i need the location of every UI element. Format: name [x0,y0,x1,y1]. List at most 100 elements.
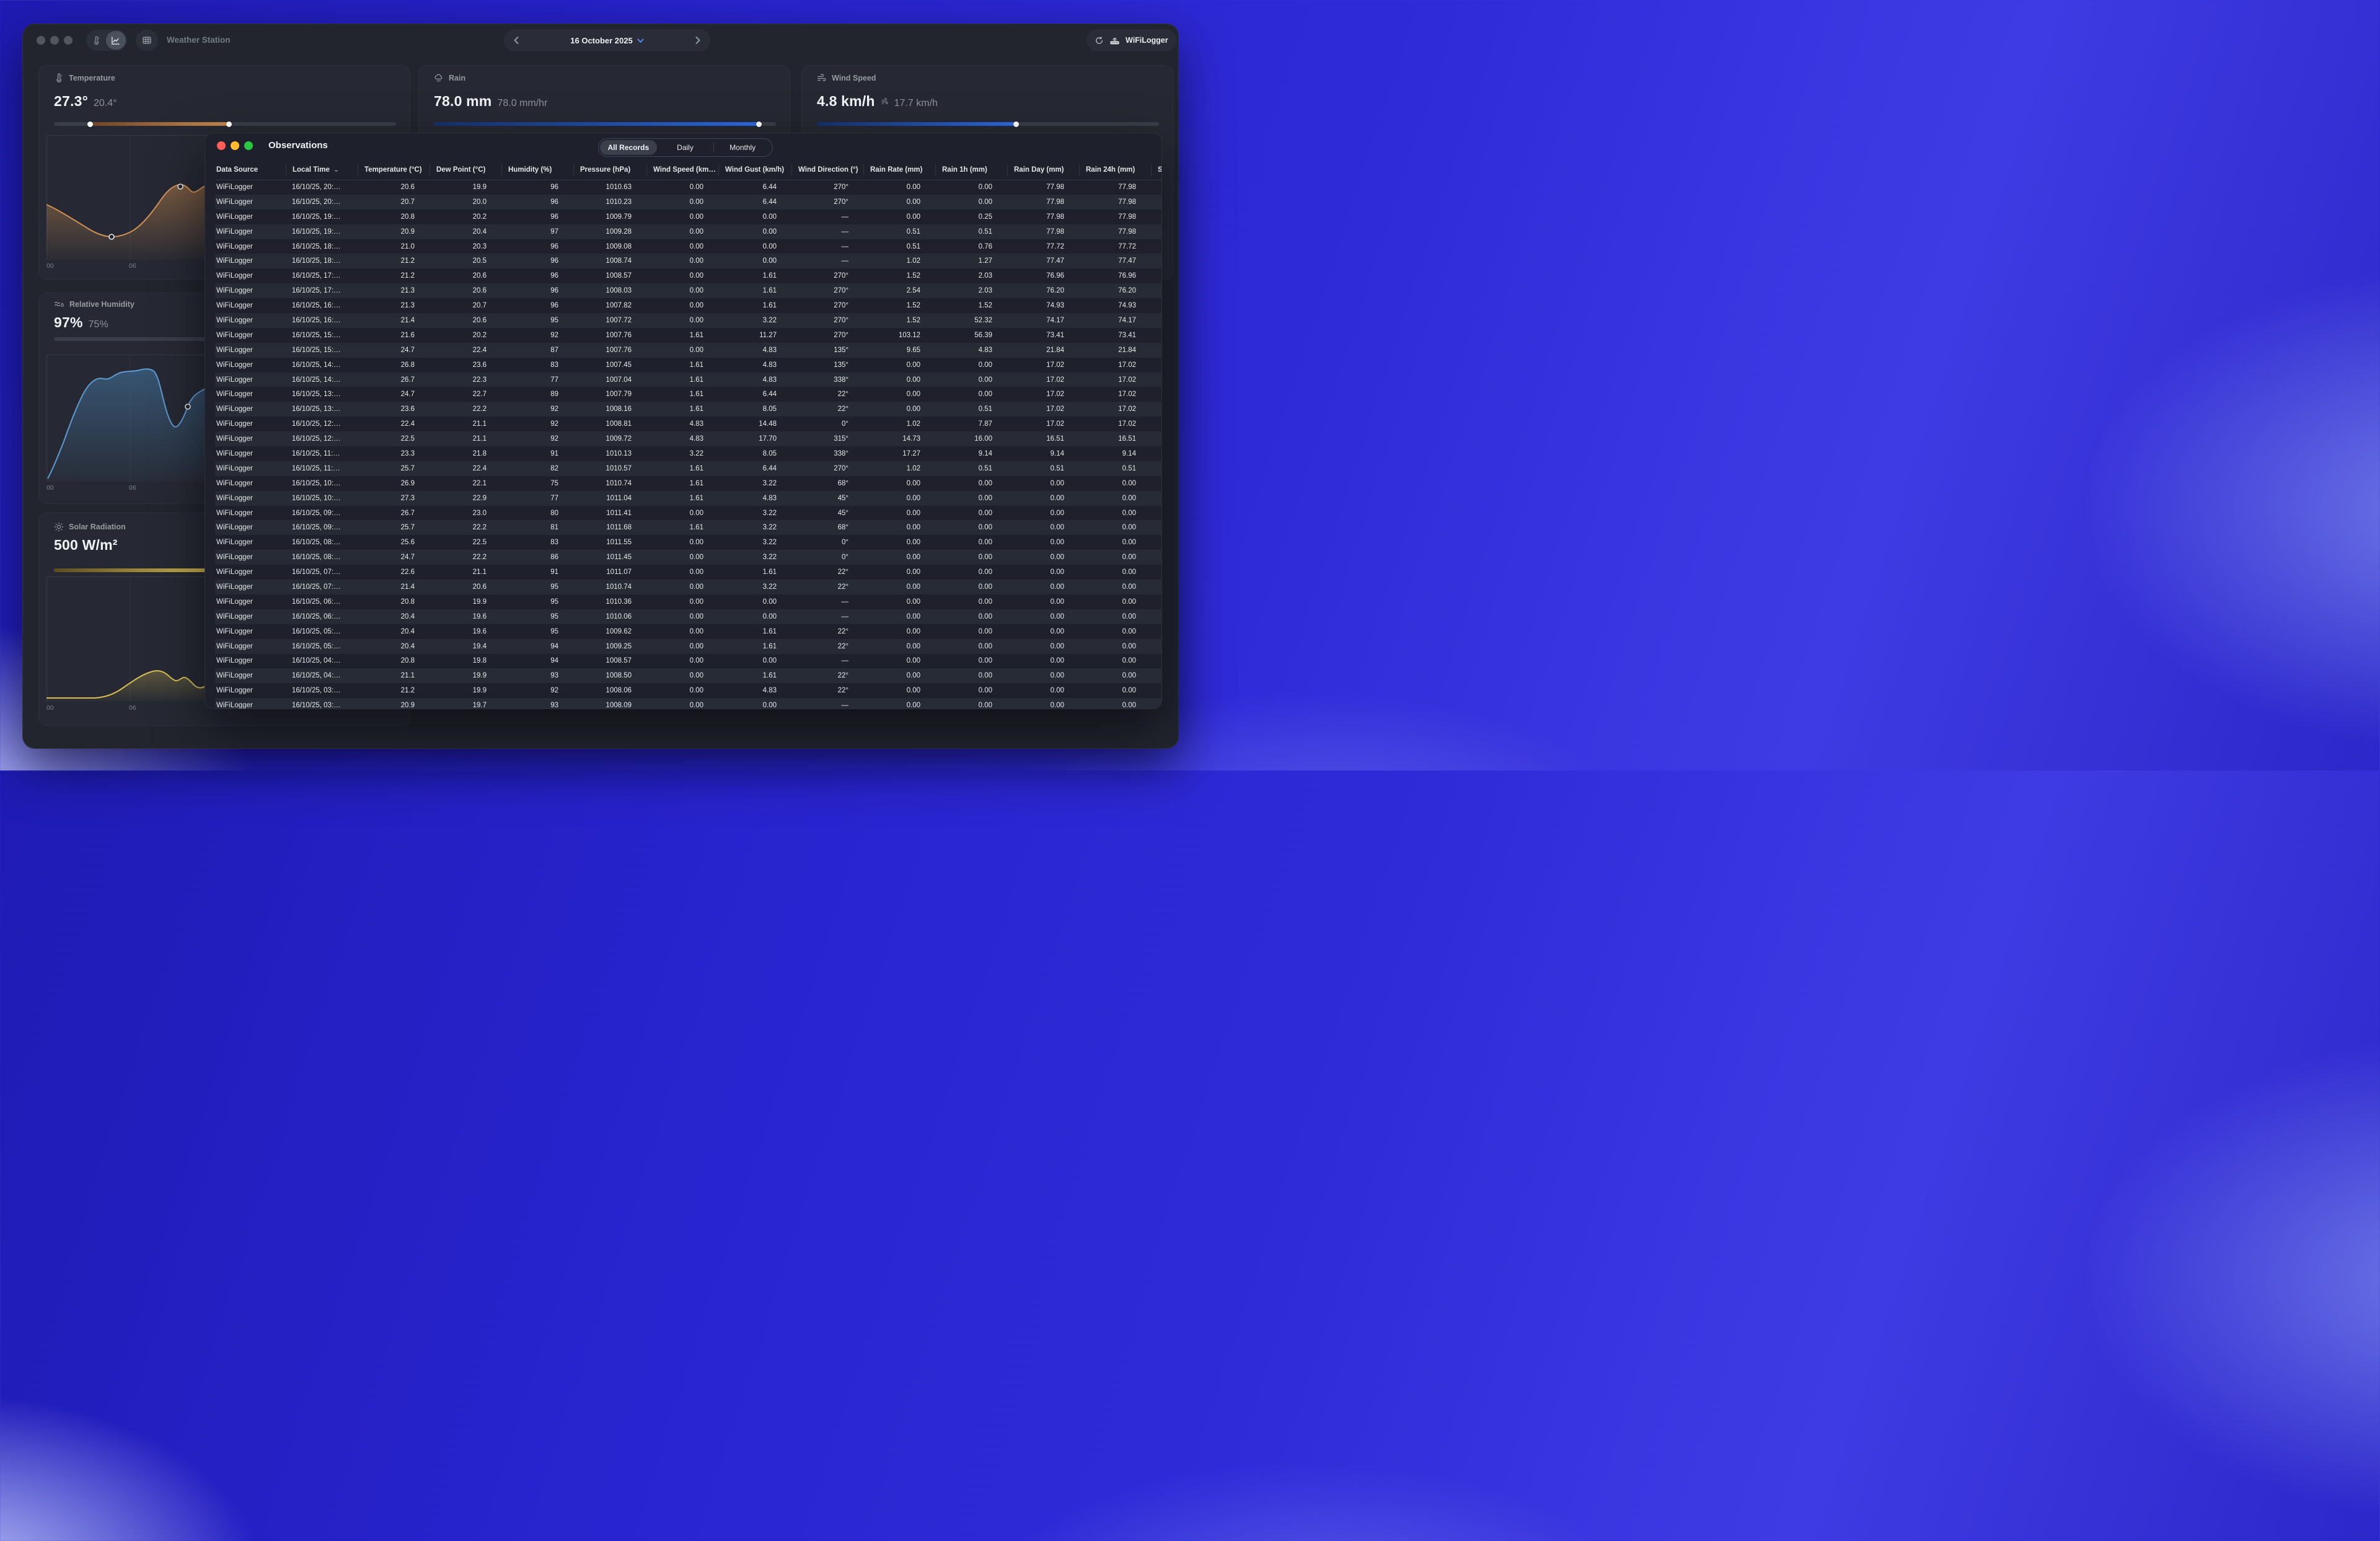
column-header[interactable]: Dew Point (°C) [430,164,501,175]
table-row[interactable]: WiFiLogger 16/10/25, 07:… 21.4 20.6 95 1010.7… [215,580,1161,594]
table-row[interactable]: WiFiLogger 16/10/25, 17:… 21.2 20.6 96 1008.5… [215,268,1161,283]
device-status[interactable]: WiFiLogger [1086,29,1177,51]
table-row[interactable]: WiFiLogger 16/10/25, 13:… 23.6 22.2 92 1008.1… [215,402,1161,417]
date-dropdown[interactable]: 16 October 2025 [570,36,644,45]
table-row[interactable]: WiFiLogger 16/10/25, 12:… 22.5 21.1 92 1009.7… [215,431,1161,447]
column-header[interactable]: Wind Speed (km… [646,164,718,175]
progress-handle[interactable] [1013,121,1019,127]
table-row[interactable]: WiFiLogger 16/10/25, 16:… 21.3 20.7 96 1007.8… [215,298,1161,313]
table-row[interactable]: WiFiLogger 16/10/25, 07:… 22.6 21.1 91 1011.0… [215,565,1161,580]
zoom-button[interactable] [244,141,253,150]
table-row[interactable]: WiFiLogger 16/10/25, 04:… 21.1 19.9 93 1008.5… [215,668,1161,684]
range-handle[interactable] [87,121,93,127]
table-cell: WiFiLogger [216,361,253,369]
table-cell: WiFiLogger [216,316,253,324]
column-header[interactable]: Temperature (°C) [358,164,430,175]
column-header[interactable]: Local Time ⌄ [286,164,358,175]
table-row[interactable]: WiFiLogger 16/10/25, 15:… 24.7 22.4 87 1007.7… [215,342,1161,358]
table-row[interactable]: WiFiLogger 16/10/25, 15:… 21.6 20.2 92 1007.7… [215,328,1161,343]
x-axis-ticks: 00 06 [46,262,394,270]
table-cell: 96 [550,213,558,221]
close-button[interactable] [37,36,45,45]
previous-day-button[interactable] [513,35,520,45]
column-header[interactable]: Humidity (%) [501,164,573,175]
table-row[interactable]: WiFiLogger 16/10/25, 14:… 26.7 22.3 77 1007.0… [215,372,1161,387]
table-row[interactable]: WiFiLogger 16/10/25, 19:… 20.9 20.4 97 1009.2… [215,224,1161,239]
table-cell: 0.00 [762,612,777,620]
rain-progress-bar[interactable] [434,121,776,127]
table-cell: 3.22 [762,539,777,547]
table-row[interactable]: WiFiLogger 16/10/25, 03:… 20.9 19.7 93 1008.0… [215,698,1161,709]
table-cell: 22° [837,672,848,680]
table-cell: 0.00 [906,198,920,206]
range-handle[interactable] [226,121,232,127]
column-header[interactable]: S [1151,164,1161,175]
table-row[interactable]: WiFiLogger 16/10/25, 08:… 25.6 22.5 83 1011.5… [215,535,1161,550]
refresh-icon[interactable] [1095,36,1104,45]
table-row[interactable]: WiFiLogger 16/10/25, 04:… 20.8 19.8 94 1008.5… [215,654,1161,669]
minimize-button[interactable] [50,36,59,45]
table-row[interactable]: WiFiLogger 16/10/25, 06:… 20.8 19.9 95 1010.3… [215,594,1161,609]
table-cell: 27.3 [400,494,415,502]
table-cell: 2.03 [978,272,992,280]
tab-daily[interactable]: Daily [677,143,694,152]
column-header[interactable]: Pressure (hPa) [573,164,646,175]
table-row[interactable]: WiFiLogger 16/10/25, 17:… 21.3 20.6 96 1008.0… [215,283,1161,299]
column-header[interactable]: Rain Day (mm) [1007,164,1079,175]
table-row[interactable]: WiFiLogger 16/10/25, 09:… 25.7 22.2 81 1011.6… [215,520,1161,536]
table-row[interactable]: WiFiLogger 16/10/25, 11:… 23.3 21.8 91 1010.1… [215,446,1161,461]
table-row[interactable]: WiFiLogger 16/10/25, 18:… 21.0 20.3 96 1009.0… [215,239,1161,254]
table-cell: 19.9 [472,687,487,695]
tab-all-records[interactable]: All Records [600,140,657,155]
table-row[interactable]: WiFiLogger 16/10/25, 10:… 26.9 22.1 75 1010.7… [215,476,1161,491]
column-header[interactable]: Wind Direction (°) [791,164,863,175]
table-row[interactable]: WiFiLogger 16/10/25, 19:… 20.8 20.2 96 1009.7… [215,210,1161,224]
table-row[interactable]: WiFiLogger 16/10/25, 12:… 22.4 21.1 92 1008.8… [215,417,1161,431]
table-row[interactable]: WiFiLogger 16/10/25, 18:… 21.2 20.5 96 1008.7… [215,254,1161,269]
temperature-range-slider[interactable] [54,121,396,127]
table-cell: 4.83 [689,420,703,428]
table-cell: 21.3 [400,287,415,295]
table-cell: 0.25 [978,213,992,221]
column-header[interactable]: Data Source [216,166,258,174]
column-header[interactable]: Rain Rate (mm) [863,164,935,175]
column-header[interactable]: Wind Gust (km/h) [718,164,791,175]
table-row[interactable]: WiFiLogger 16/10/25, 14:… 26.8 23.6 83 1007.4… [215,358,1161,373]
table-view-button[interactable] [136,30,158,51]
close-button[interactable] [217,141,226,150]
tab-monthly[interactable]: Monthly [729,143,756,152]
main-titlebar[interactable]: Weather Station 16 October 2025 [23,24,1178,56]
wind-gust-icon [881,97,889,105]
chart-view-button[interactable] [105,31,126,50]
table-row[interactable]: WiFiLogger 16/10/25, 08:… 24.7 22.2 86 1011.4… [215,550,1161,565]
observations-titlebar[interactable]: Observations All Records Daily Monthly [205,133,1161,158]
table-row[interactable]: WiFiLogger 16/10/25, 03:… 21.2 19.9 92 1008.0… [215,683,1161,698]
table-cell: 0.00 [1122,627,1136,635]
table-row[interactable]: WiFiLogger 16/10/25, 20:… 20.7 20.0 96 1010.2… [215,194,1161,210]
next-day-button[interactable] [694,35,702,45]
table-cell: 17.02 [1118,376,1136,384]
table-row[interactable]: WiFiLogger 16/10/25, 06:… 20.4 19.6 95 1010.0… [215,609,1161,624]
minimize-button[interactable] [231,141,239,150]
table-cell: 91 [550,568,558,576]
table-row[interactable]: WiFiLogger 16/10/25, 13:… 24.7 22.7 89 1007.7… [215,387,1161,402]
table-row[interactable]: WiFiLogger 16/10/25, 09:… 26.7 23.0 80 1011.4… [215,506,1161,521]
column-header[interactable]: Rain 24h (mm) [1079,164,1151,175]
column-header[interactable]: Rain 1h (mm) [935,164,1007,175]
table-cell: 16/10/25, 08:… [292,554,341,562]
progress-handle[interactable] [756,121,762,127]
table-cell: 315° [834,435,848,443]
table-cell: 4.83 [762,376,777,384]
wind-progress-bar[interactable] [817,121,1159,127]
table-row[interactable]: WiFiLogger 16/10/25, 20:… 20.6 19.9 96 1010.6… [215,180,1161,195]
table-row[interactable]: WiFiLogger 16/10/25, 05:… 20.4 19.4 94 1009.2… [215,638,1161,654]
thermometer-view-button[interactable] [86,30,107,51]
table-row[interactable]: WiFiLogger 16/10/25, 16:… 21.4 20.6 95 1007.7… [215,313,1161,328]
table-cell: 45° [837,494,848,502]
zoom-button[interactable] [64,36,73,45]
table-row[interactable]: WiFiLogger 16/10/25, 05:… 20.4 19.6 95 1009.6… [215,624,1161,639]
table-cell: 1008.16 [606,405,632,413]
table-cell: 0.00 [906,494,920,502]
table-row[interactable]: WiFiLogger 16/10/25, 10:… 27.3 22.9 77 1011.0… [215,490,1161,506]
table-row[interactable]: WiFiLogger 16/10/25, 11:… 25.7 22.4 82 1010.5… [215,461,1161,476]
